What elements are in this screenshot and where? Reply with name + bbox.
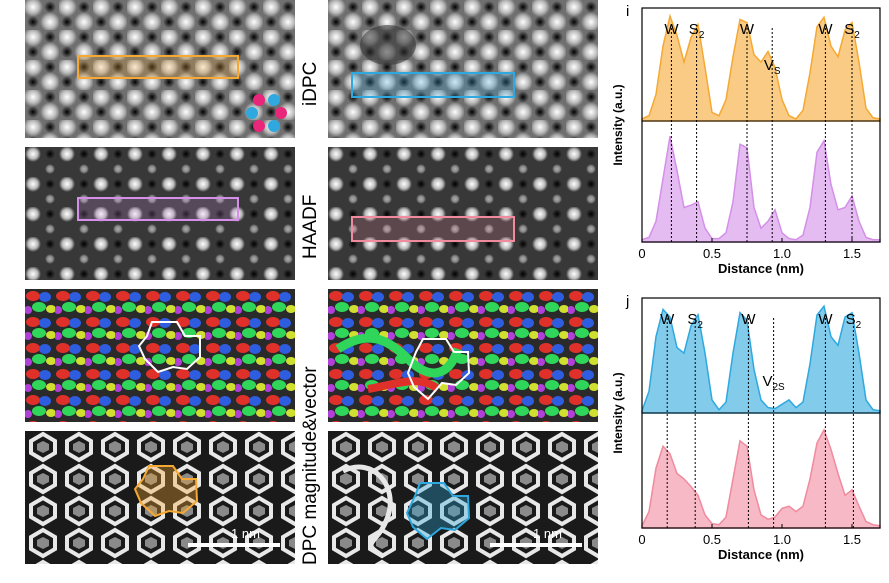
row-label-idpc: iDPC: [300, 61, 321, 106]
hexagon-outline: [137, 321, 201, 374]
x-tick-label: 0.5: [703, 246, 721, 261]
y-axis-label: Intensity (a.u.): [611, 84, 625, 165]
x-axis-label: Distance (nm): [718, 547, 804, 562]
x-tick-label: 0.5: [703, 532, 721, 547]
dpc-magnitude-image-pristine: [25, 431, 295, 564]
y-axis-label: Intensity (a.u.): [611, 372, 625, 453]
dpc-vector-image-defect: [328, 289, 598, 422]
idpc-image-defect: [328, 0, 598, 138]
panel-letter: j: [625, 293, 629, 310]
hexagon-outline: [133, 465, 199, 518]
peak-label: W: [818, 21, 833, 38]
idpc-image-pristine: [25, 0, 295, 138]
line-profile-box: [351, 216, 515, 242]
dpc-magnitude-image-defect: [328, 431, 598, 564]
peak-label: W: [741, 311, 756, 328]
peak-label: W: [740, 21, 755, 38]
scale-bar-label: 1 nm: [533, 526, 562, 541]
haadf-image-defect: [328, 147, 598, 280]
hexagon-outline: [405, 482, 471, 541]
x-tick-label: 1.5: [843, 532, 861, 547]
series-area: [641, 136, 881, 243]
hexagon-outline: [406, 338, 471, 401]
line-profile-box: [351, 72, 515, 98]
series-area: [641, 304, 881, 414]
x-tick-label: 1.0: [773, 532, 791, 547]
sublattice-legend-icon: [246, 94, 287, 132]
line-profile-plots: 0 0.5 1.0 1.5 Distance (nm) Intensity (a.u.) i…: [611, 3, 881, 562]
x-axis-label: Distance (nm): [718, 261, 804, 276]
series-area: [641, 13, 881, 122]
peak-label: W: [818, 311, 833, 328]
scale-bar-label: 1 nm: [231, 526, 260, 541]
x-tick-label: 1.0: [773, 246, 791, 261]
series-area: [641, 428, 881, 529]
dpc-vector-image-pristine: [25, 289, 295, 422]
haadf-image-pristine: [25, 147, 295, 280]
x-tick-label: 1.5: [843, 246, 861, 261]
line-profile-box: [77, 55, 239, 79]
line-profile-box: [77, 197, 239, 221]
scale-bar: [490, 543, 582, 547]
x-tick-label: 0: [638, 246, 645, 261]
row-label-haadf: HAADF: [300, 194, 321, 259]
peak-label: W: [660, 311, 675, 328]
x-tick-label: 0: [638, 532, 645, 547]
panel-letter: i: [626, 3, 629, 20]
row-label-dpc: DPC magnitude&vector: [300, 366, 321, 565]
peak-label: W: [664, 21, 679, 38]
scale-bar: [188, 543, 280, 547]
plot-frame: [641, 7, 881, 243]
